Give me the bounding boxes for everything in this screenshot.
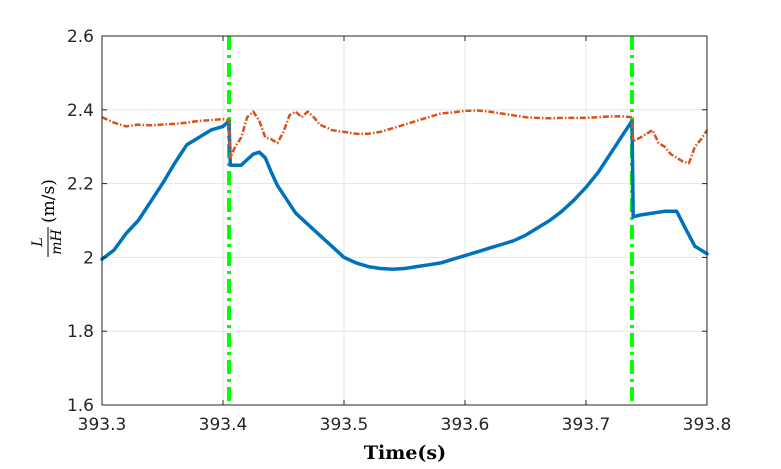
grid [101, 35, 708, 406]
x-tick-labels: 393.3 393.4 393.5 393.6 393.7 393.8 [78, 415, 732, 435]
y-axis-fraction-numerator: L [30, 237, 46, 247]
y-tick-label-1: 1.8 [67, 322, 94, 342]
y-tick-label-2: 2 [83, 248, 94, 268]
series-line-1 [101, 109, 709, 165]
y-tick-label-4: 2.4 [67, 101, 94, 121]
y-tick-label-3: 2.2 [67, 175, 94, 195]
y-tick-label-5: 2.6 [67, 27, 94, 47]
plot-frame [101, 35, 708, 406]
x-tick-label-1: 393.4 [199, 415, 248, 435]
x-tick-label-5: 393.8 [683, 415, 732, 435]
series-layer [100, 109, 709, 271]
y-axis-title: L mH (m/s) [30, 179, 65, 257]
x-tick-label-4: 393.7 [562, 415, 611, 435]
x-tick-label-0: 393.3 [78, 415, 127, 435]
vertical-markers [227, 36, 634, 405]
series-line-0 [100, 119, 709, 271]
y-tick-labels: 1.6 1.8 2 2.2 2.4 2.6 [67, 27, 94, 416]
axes [101, 35, 708, 406]
x-tick-label-2: 393.5 [320, 415, 369, 435]
y-axis-fraction-denominator: mH [49, 228, 65, 254]
x-tick-label-3: 393.6 [441, 415, 490, 435]
y-axis-unit: (m/s) [39, 179, 59, 223]
y-tick-label-0: 1.6 [67, 396, 94, 416]
x-axis-title: Time(s) [364, 442, 446, 464]
